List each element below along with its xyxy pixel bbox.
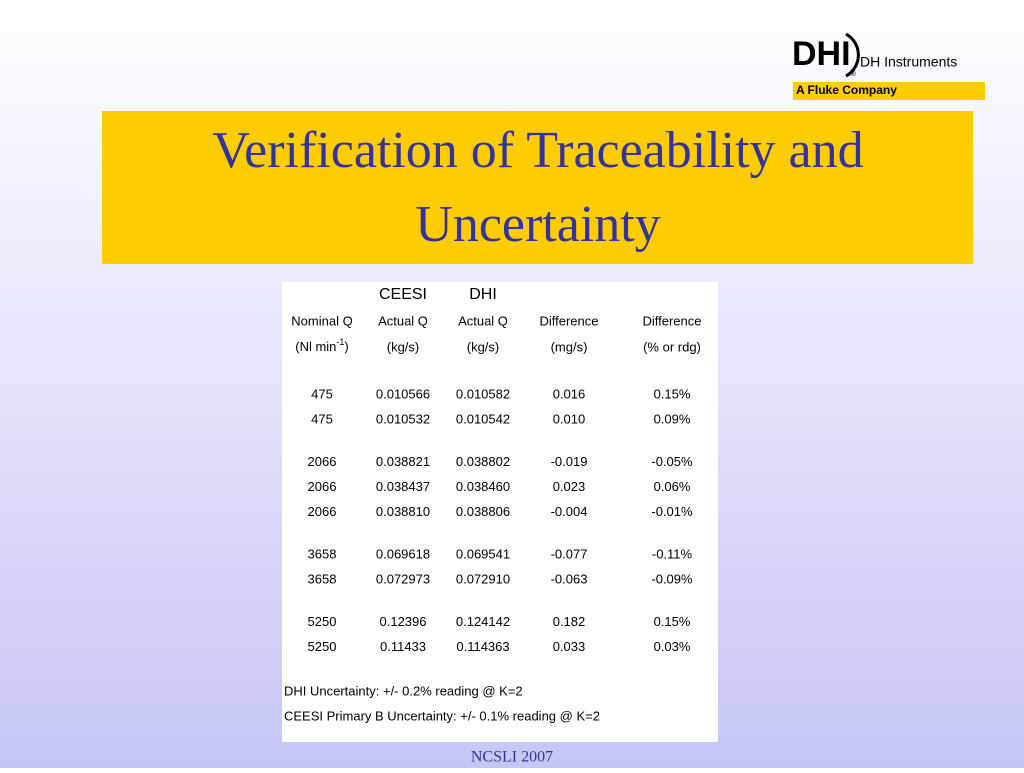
data-cell: -0.004 [551,504,588,519]
table: CEESI DHI Nominal Q Actual Q Actual Q Differe… [284,286,702,723]
data-cell: 5250 [308,639,337,654]
header-cell: Actual Q [378,313,428,328]
header-cell: Actual Q [458,313,508,328]
data-cell: 2066 [308,504,337,519]
unit-text: (Nl min [295,339,336,354]
data-cell: -0.05% [651,454,693,469]
logo-registered: ® [850,69,856,78]
data-cell: 0.038802 [456,454,510,469]
data-cell: -0.01% [651,504,693,519]
title-box [102,111,973,264]
header-cell: Difference [539,313,598,328]
data-cell: 0.09% [654,411,691,426]
header-cell: DHI [469,286,497,303]
data-cell: 2066 [308,479,337,494]
data-cell: 0.069541 [456,546,510,561]
unit-text: ) [344,339,348,354]
data-cell: -0.077 [551,546,588,561]
note: DHI Uncertainty: +/- 0.2% reading @ K=2 [284,683,523,698]
data-cell: 0.033 [553,639,586,654]
data-cell: 0.114363 [456,639,509,654]
data-cell: 0.15% [654,614,691,629]
data-cell: 0.03% [654,639,691,654]
data-cell: 2066 [308,454,337,469]
unit-sup: -1 [336,337,344,347]
data-cell: 0.072973 [376,571,430,586]
data-cell: 0.010532 [376,411,430,426]
data-cell: 0.11433 [380,639,426,654]
data-cell: 0.016 [553,386,586,401]
data-cell: 3658 [308,571,337,586]
data-cell: 0.072910 [456,571,510,586]
unit-cell: (Nl min-1) [295,337,349,354]
data-cell: 0.010566 [376,386,430,401]
logo-mark: DHI [792,35,851,73]
footer: NCSLI 2007 [471,749,553,766]
data-cell: 0.023 [553,479,586,494]
title: Uncertainty [415,196,660,253]
data-cell: 0.010582 [456,386,510,401]
data-cell: 0.06% [654,479,691,494]
data-cell: 0.15% [654,386,691,401]
data-cell: 0.010 [553,411,586,426]
data-cell: 5250 [308,614,337,629]
unit-cell: (% or rdg) [643,339,701,354]
data-cell: 0.12396 [380,614,427,629]
header-cell: Nominal Q [291,313,352,328]
unit-cell: (mg/s) [551,339,588,354]
header-cell: Difference [642,313,701,328]
data-cell: 0.038460 [456,479,510,494]
data-cell: -0.11% [652,546,693,561]
data-cell: -0.09% [651,571,693,586]
unit-cell: (kg/s) [387,339,420,354]
note: CEESI Primary B Uncertainty: +/- 0.1% re… [284,708,600,723]
logo-tagline: A Fluke Company [796,83,897,97]
data-cell: 0.010542 [456,411,510,426]
data-cell: 0.038810 [376,504,430,519]
logo-bar [793,82,985,100]
data-cell: 3658 [308,546,337,561]
title: Verification of Traceability and [212,122,863,179]
data-cell: 0.124142 [456,614,510,629]
table-box [282,282,718,742]
data-cell: 0.038806 [456,504,510,519]
data-cell: -0.063 [551,571,588,586]
data-cell: 0.038821 [376,454,430,469]
data-cell: 475 [311,386,333,401]
header-cell: CEESI [379,286,427,303]
logo-arc [845,32,860,78]
data-cell: 475 [311,411,333,426]
data-cell: 0.069618 [376,546,430,561]
data-cell: -0.019 [551,454,588,469]
data-cell: 0.038437 [376,479,430,494]
data-cell: 0.182 [553,614,586,629]
unit-cell: (kg/s) [467,339,500,354]
logo-name: DH Instruments [860,54,957,70]
